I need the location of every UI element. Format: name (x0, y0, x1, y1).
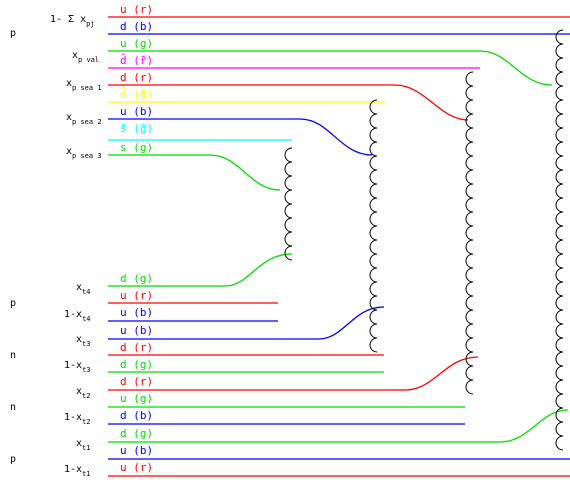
momentum-label-t4c: 1-xt4 (64, 309, 91, 323)
momentum-label-sea2: xp sea 2 (66, 112, 102, 126)
parton-label: s̄ (ḡ) (120, 122, 153, 135)
parton-label: d (b) (120, 409, 153, 422)
momentum-label-t1: xt1 (76, 438, 90, 452)
parton-label: d (r) (120, 375, 153, 388)
parton-label: d (g) (120, 427, 153, 440)
hadron-tag-n: n (10, 402, 16, 413)
parton-label: u (r) (120, 461, 153, 474)
parton-label: d (g) (120, 358, 153, 371)
momentum-label-t1c: 1-xt1 (64, 464, 91, 478)
gluon-chain-1 (284, 147, 293, 261)
momentum-label-t2c: 1-xt2 (64, 412, 91, 426)
hadron-tag-p: p (10, 298, 16, 309)
parton-label: d (b) (120, 20, 153, 33)
parton-line-u-b (108, 306, 385, 340)
parton-label: d (r) (120, 71, 153, 84)
parton-line-d-r (108, 356, 479, 391)
gluon-chain-3 (465, 71, 474, 395)
parton-label: u (r) (120, 3, 153, 16)
parton-label: d̄ (r̄) (120, 54, 153, 67)
momentum-label-sea3: xp sea 3 (66, 146, 102, 160)
parton-label: u (b) (120, 306, 153, 319)
momentum-label-t3c: 1-xt3 (64, 360, 91, 374)
parton-line-d-g (108, 409, 569, 443)
momentum-label-t2: xt2 (76, 386, 90, 400)
parton-label: d̄ (ḡ) (120, 88, 153, 101)
parton-label: u (b) (120, 444, 153, 457)
parton-label: u (g) (120, 37, 153, 50)
momentum-label-t4: xt4 (76, 282, 90, 296)
parton-line-d-r (108, 84, 469, 121)
parton-label: d (r) (120, 341, 153, 354)
parton-line-d-g (108, 253, 293, 287)
gluon-chain-2 (369, 99, 378, 353)
parton-label: u (b) (120, 324, 153, 337)
parton-label: d (g) (120, 272, 153, 285)
parton-label: u (r) (120, 289, 153, 302)
parton-line-u-g (108, 50, 553, 86)
parton-line-u-b (108, 118, 373, 156)
hadron-tag-n: n (10, 350, 16, 361)
parton-line-s-g (108, 154, 281, 191)
momentum-label-sum: 1- Σ xpj (50, 14, 95, 28)
parton-label: s (g) (120, 141, 153, 154)
momentum-label-sea1: xp sea 1 (66, 78, 102, 92)
momentum-label-t3: xt3 (76, 334, 90, 348)
parton-label: u (b) (120, 105, 153, 118)
gluon-chain-4 (555, 29, 564, 451)
hadron-tag-p: p (10, 454, 16, 465)
parton-label: u (g) (120, 392, 153, 405)
hadron-tag-p: p (10, 28, 16, 39)
momentum-label-valence: xp val (72, 50, 99, 64)
